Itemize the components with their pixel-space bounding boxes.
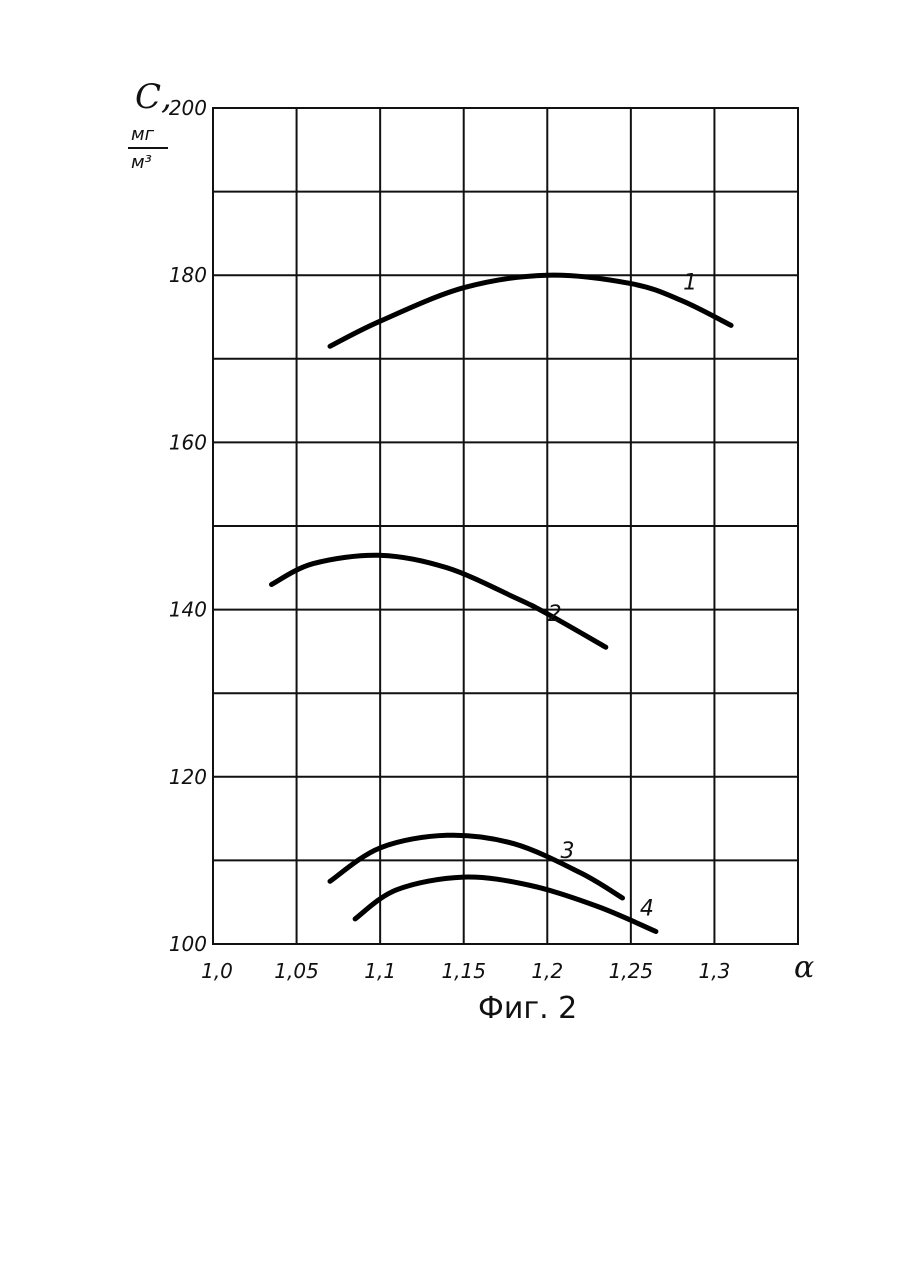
y-axis-unit-numerator: мг (131, 124, 155, 145)
grid (213, 108, 798, 944)
x-axis-label: α (794, 950, 814, 985)
x-tick-label: 1,3 (699, 959, 731, 983)
x-tick-label: 1,15 (441, 959, 486, 983)
y-tick-label: 200 (169, 96, 207, 120)
y-axis-symbol: С, (135, 77, 172, 117)
y-tick-label: 140 (169, 598, 207, 622)
series-line-3 (330, 835, 623, 898)
x-axis-ticks: 1,0 1,05 1,1 1,15 1,2 1,25 1,3 (201, 959, 730, 983)
y-tick-label: 180 (169, 263, 207, 287)
y-axis-unit-denominator: м³ (131, 152, 152, 173)
x-tick-label: 1,0 (201, 959, 233, 983)
series-label-3: 3 (561, 839, 575, 864)
series-line-4 (355, 877, 656, 931)
x-tick-label: 1,05 (274, 959, 319, 983)
series-line-2 (272, 555, 606, 647)
series-label-1: 1 (683, 270, 697, 295)
figure-caption: Фиг. 2 (478, 991, 577, 1026)
y-tick-label: 120 (169, 765, 207, 789)
series-label-2: 2 (548, 602, 562, 627)
x-tick-label: 1,1 (364, 959, 396, 983)
y-axis-ticks: 100 120 140 160 180 200 (169, 96, 207, 956)
series-group: 1 2 3 4 (272, 270, 732, 931)
x-tick-label: 1,25 (609, 959, 654, 983)
series-label-4: 4 (640, 896, 654, 921)
y-tick-label: 160 (169, 430, 207, 454)
x-tick-label: 1,2 (531, 959, 563, 983)
series-line-1 (330, 275, 731, 346)
y-tick-label: 100 (169, 932, 207, 956)
